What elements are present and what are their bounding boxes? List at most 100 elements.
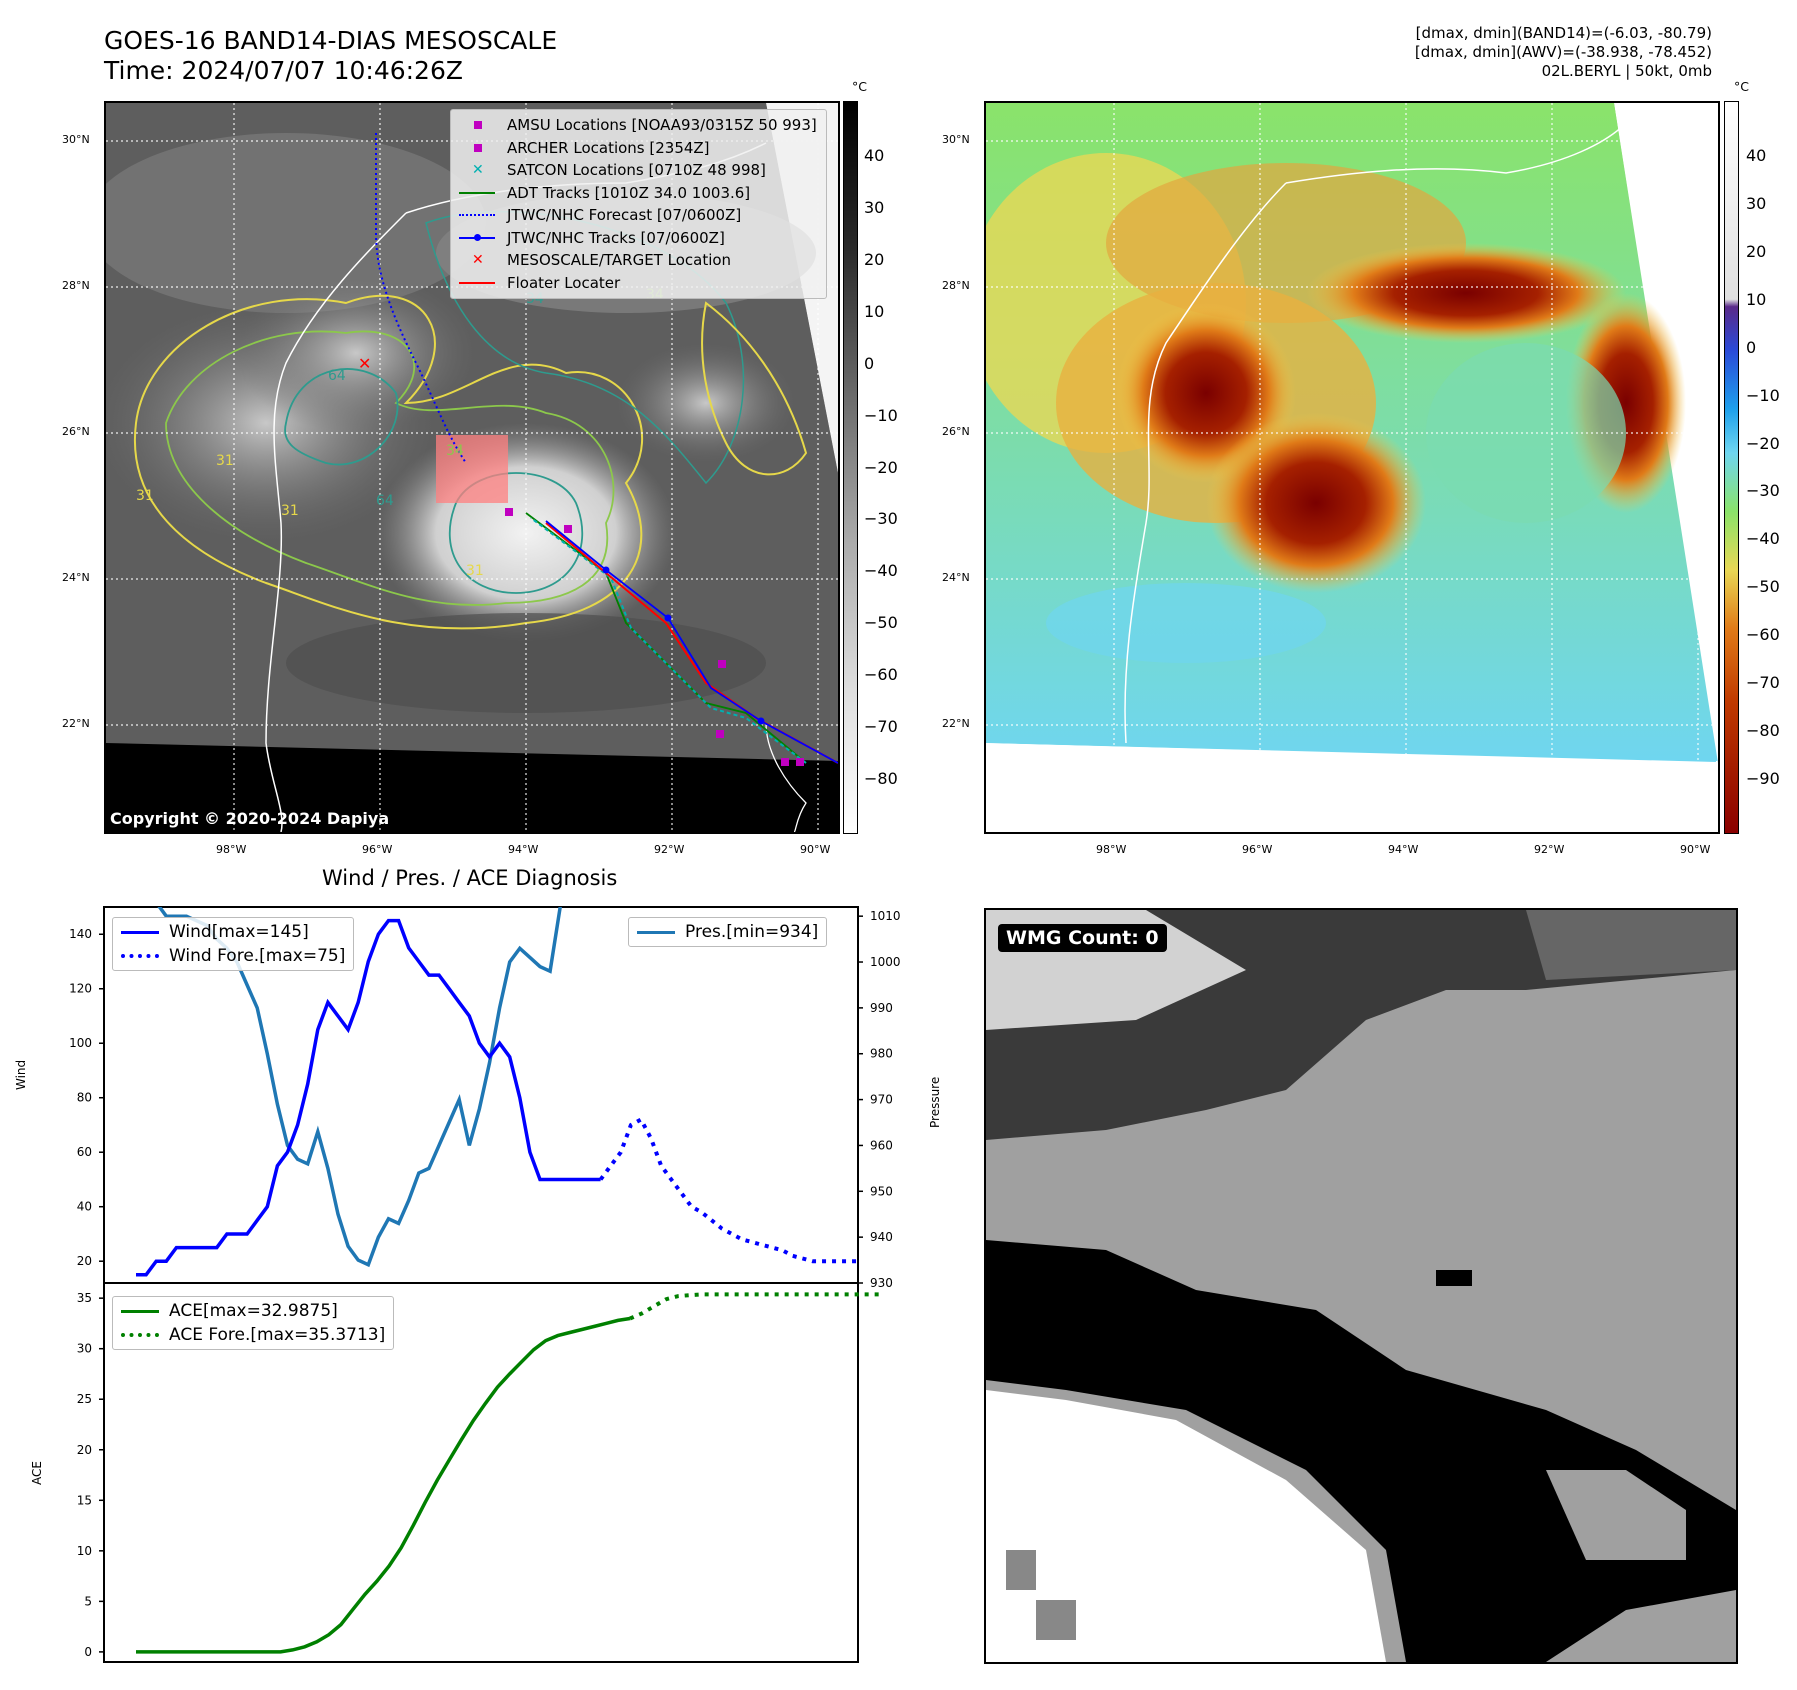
ace-forecast-series-line [629, 1292, 884, 1321]
wmg-imagery [986, 910, 1736, 1662]
ir-colorbar-unit: °C [852, 79, 867, 94]
legend-label: JTWC/NHC Tracks [07/0600Z] [507, 228, 725, 247]
lat-label: 24°N [942, 571, 970, 584]
colorbar-tick-label: −70 [1746, 673, 1780, 693]
line-dot-icon [459, 231, 497, 245]
svg-text:✕: ✕ [358, 354, 371, 373]
colorbar-tick-label: −80 [1746, 721, 1780, 741]
wind-legend: Wind[max=145] Wind Fore.[max=75] [112, 917, 355, 971]
colorbar-tick-label: −60 [864, 665, 898, 685]
wind-axis-title: Wind [14, 1059, 28, 1090]
legend-label: AMSU Locations [NOAA93/0315Z 50 993] [507, 116, 817, 134]
figure-title-line2: Time: 2024/07/07 10:46:26Z [104, 56, 463, 85]
colorbar-tick-label: 10 [1746, 289, 1767, 309]
awv-colorbar-unit: °C [1734, 79, 1749, 94]
colorbar-tick-label: −10 [1746, 385, 1780, 405]
lon-label: 90°W [1680, 843, 1711, 856]
colorbar-tick-label: −50 [864, 613, 898, 633]
pressure-tick-label: 1010 [870, 909, 900, 923]
lat-label: 26°N [942, 425, 970, 438]
wind-forecast-series-line [598, 1116, 858, 1264]
ace-tick-label: 30 [77, 1342, 92, 1356]
colorbar-tick-label: −30 [864, 509, 898, 529]
pressure-tick-label: 980 [870, 1047, 893, 1061]
lat-label: 30°N [62, 133, 90, 146]
lat-label: 28°N [62, 279, 90, 292]
colorbar-tick-label: −80 [864, 769, 898, 788]
pressure-axis-title: Pressure [928, 1076, 942, 1128]
line-marker-icon [459, 276, 497, 290]
legend-item: Floater Locater [459, 272, 818, 295]
contour-label: 34 [446, 443, 464, 459]
dotted-line-icon [121, 1328, 159, 1342]
x-marker-icon: ✕ [472, 252, 484, 269]
lon-label: 90°W [800, 843, 831, 856]
lat-label: 22°N [942, 717, 970, 730]
legend-item: ACE Fore.[max=35.3713] [121, 1323, 385, 1347]
contour-label: 31 [281, 503, 299, 519]
ace-tick-label: 35 [77, 1291, 92, 1305]
line-marker-icon [459, 186, 497, 200]
wind-series-line [136, 918, 601, 1277]
lon-label: 98°W [216, 843, 247, 856]
wmg-panel: WMG Count: 0 [984, 908, 1738, 1664]
legend-label: Wind Fore.[max=75] [169, 946, 346, 966]
awv-map-panel [984, 101, 1720, 834]
info-band14: [dmax, dmin](BAND14)=(-6.03, -80.79) [1415, 24, 1712, 42]
legend-label: JTWC/NHC Forecast [07/0600Z] [507, 206, 742, 224]
colorbar-tick-label: 0 [1746, 337, 1757, 357]
legend-label: ARCHER Locations [2354Z] [507, 138, 710, 157]
pressure-legend: Pres.[min=934] [628, 917, 828, 947]
colorbar-tick-label: −20 [1746, 433, 1780, 453]
colorbar-tick-label: −20 [864, 457, 898, 477]
contour-label: 64 [376, 493, 394, 509]
ace-legend: ACE[max=32.9875] ACE Fore.[max=35.3713] [112, 1296, 395, 1350]
ace-tick-label: 10 [77, 1544, 92, 1558]
colorbar-tick-label: 20 [864, 249, 885, 269]
ace-tick-label: 15 [77, 1493, 92, 1507]
line-marker-icon [121, 925, 159, 939]
lat-label: 28°N [942, 279, 970, 292]
wind-tick-label: 20 [77, 1254, 92, 1268]
legend-item: Wind[max=145] [121, 920, 345, 944]
ace-tick-label: 25 [77, 1392, 92, 1406]
lon-label: 96°W [1242, 843, 1273, 856]
wind-pressure-chart: 20 40 60 80 100 120 140 930 940 950 960 970 980 990 10… [69, 906, 900, 1290]
colorbar-tick-label: −40 [1746, 529, 1780, 549]
info-storm: 02L.BERYL | 50kt, 0mb [1541, 62, 1712, 80]
lat-label: 26°N [62, 425, 90, 438]
diagnosis-title: Wind / Pres. / ACE Diagnosis [322, 866, 618, 890]
colorbar-tick-label: −40 [864, 561, 898, 581]
legend-label: Floater Locater [507, 273, 621, 292]
ace-tick-label: 5 [84, 1594, 92, 1608]
legend-item: ACE[max=32.9875] [121, 1299, 385, 1323]
contour-label: 64 [328, 368, 346, 384]
lat-label: 30°N [942, 133, 970, 146]
dotted-line-icon [459, 208, 497, 222]
line-marker-icon [121, 1304, 159, 1318]
lon-label: 96°W [362, 843, 393, 856]
colorbar-tick-label: 10 [864, 301, 885, 321]
colorbar-tick-label: 20 [1746, 241, 1767, 261]
pressure-tick-label: 1000 [870, 955, 900, 969]
ace-chart: 0 5 10 15 20 25 30 35 [77, 1282, 884, 1663]
pressure-tick-label: 930 [870, 1276, 893, 1290]
ace-axis-title: ACE [30, 1461, 44, 1485]
lon-label: 94°W [1388, 843, 1419, 856]
legend-item: Pres.[min=934] [637, 920, 818, 944]
colorbar-tick-label: 40 [864, 146, 885, 165]
legend-label: Wind[max=145] [169, 922, 309, 942]
ace-series-line [136, 1316, 631, 1654]
pressure-tick-label: 990 [870, 1001, 893, 1015]
legend-item: ADT Tracks [1010Z 34.0 1003.6] [459, 182, 818, 205]
ace-plot-frame [103, 1282, 859, 1663]
colorbar-tick-label: −50 [1746, 577, 1780, 597]
wind-tick-label: 40 [77, 1200, 92, 1214]
info-awv: [dmax, dmin](AWV)=(-38.938, -78.452) [1414, 43, 1712, 61]
legend-label: MESOSCALE/TARGET Location [507, 251, 732, 269]
awv-map-imagery [986, 103, 1718, 832]
colorbar-tick-label: 30 [1746, 193, 1767, 213]
lat-label: 24°N [62, 571, 90, 584]
colorbar-tick-label: 30 [864, 197, 885, 217]
legend-item: JTWC/NHC Tracks [07/0600Z] [459, 227, 818, 250]
